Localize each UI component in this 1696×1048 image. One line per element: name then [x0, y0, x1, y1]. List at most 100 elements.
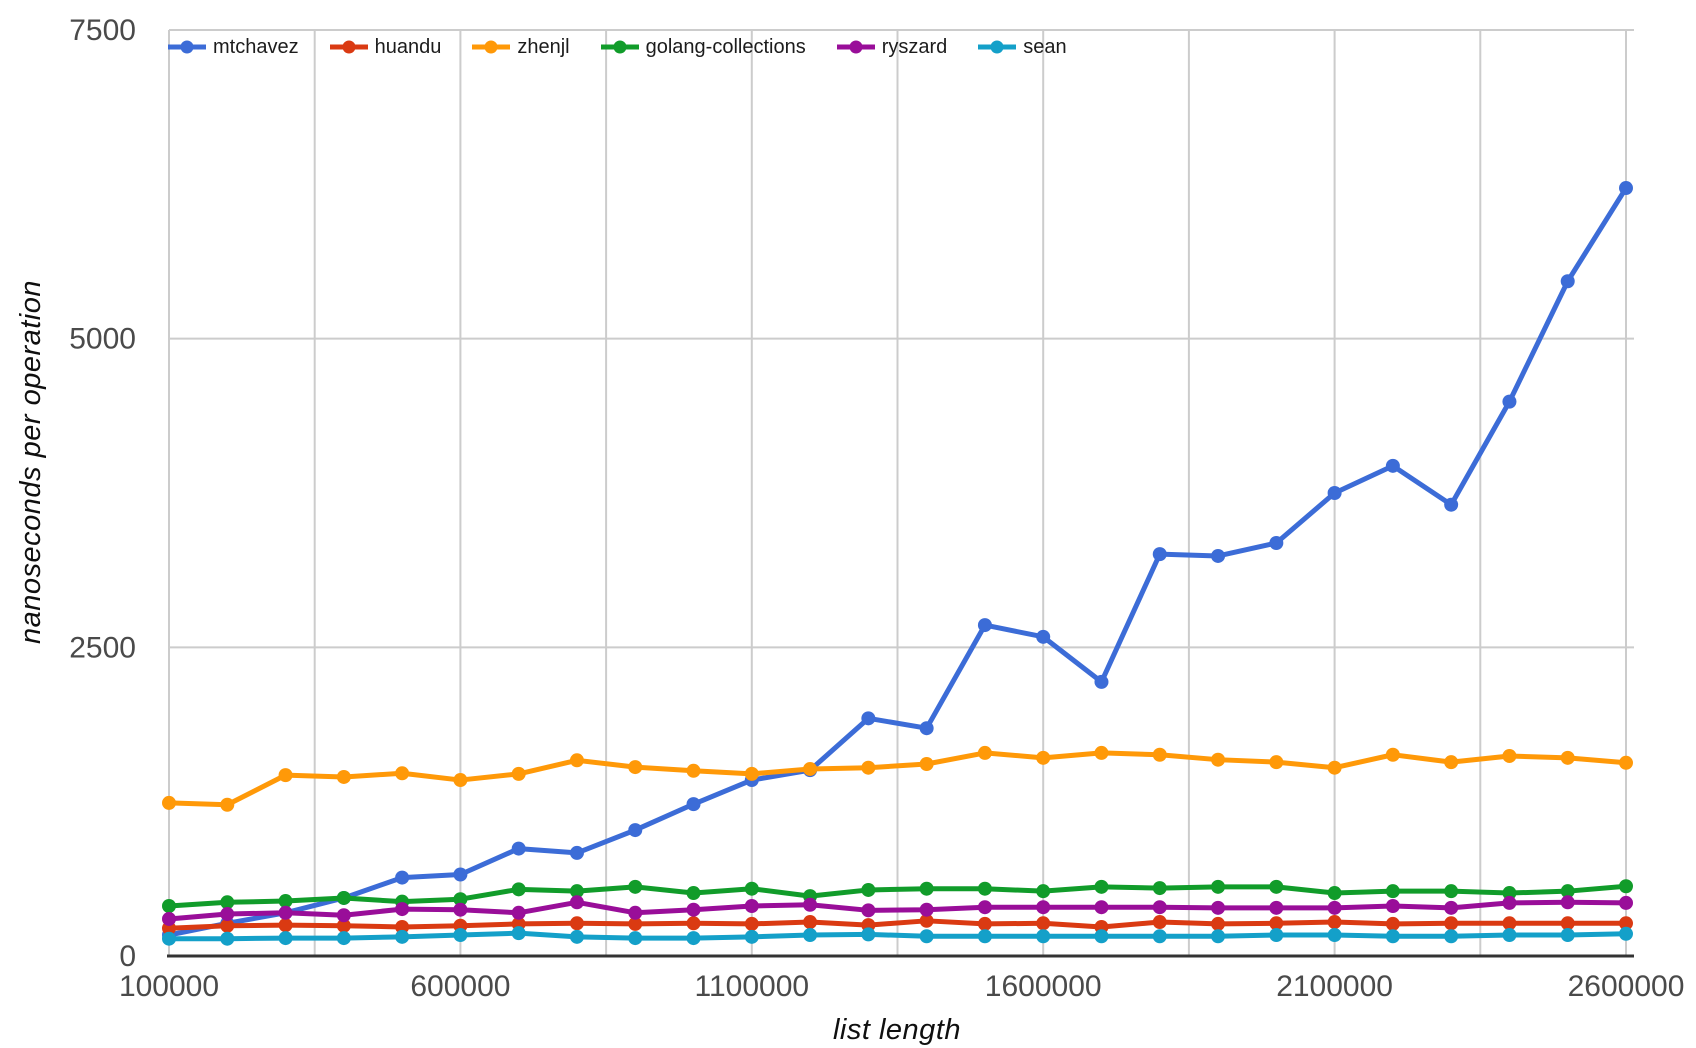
data-point-zhenjl [162, 795, 176, 810]
data-point-huandu [803, 915, 818, 930]
tick-labels-layer: 100000 600000 1100000 1600000 2100000 2600000… [69, 14, 1684, 1003]
data-point-sean [453, 928, 468, 943]
data-point-sean [278, 931, 293, 946]
series-line-huandu [166, 918, 1629, 931]
data-point-golang-collections [919, 881, 934, 896]
data-point-golang-collections [744, 881, 759, 896]
series-line-ryszard [166, 899, 1629, 922]
x-tick-label: 1600000 [985, 970, 1102, 1003]
series-mtchavez [162, 181, 1633, 943]
data-point-zhenjl [220, 797, 235, 812]
data-point-zhenjl [1502, 748, 1517, 763]
data-point-huandu [395, 919, 410, 934]
data-point-mtchavez [1327, 486, 1342, 500]
legend-item-label: zhenjl [517, 36, 570, 58]
data-point-sean [1036, 929, 1051, 944]
data-point-sean [569, 929, 584, 944]
data-point-huandu [1444, 916, 1459, 931]
data-point-ryszard [628, 905, 643, 920]
legend-item-golang-collections: golang-collections [600, 36, 806, 58]
legend-item-label: ryszard [881, 36, 948, 58]
data-point-sean [1152, 929, 1167, 944]
data-point-sean [162, 931, 176, 946]
x-axis-title: list length [833, 1014, 961, 1046]
data-point-golang-collections [1036, 884, 1051, 899]
x-tick-label: 2600000 [1568, 970, 1685, 1003]
legend-item-label: huandu [374, 36, 442, 58]
data-point-sean [220, 931, 235, 946]
data-point-huandu [569, 916, 584, 931]
data-point-mtchavez [1211, 548, 1226, 563]
data-point-huandu [686, 916, 701, 931]
series-line-mtchavez [166, 185, 1629, 938]
legend-item-sean: sean [978, 37, 1067, 57]
data-point-mtchavez [511, 841, 526, 856]
data-point-zhenjl [1094, 745, 1109, 760]
y-tick-label: 7500 [69, 14, 136, 47]
data-point-sean [336, 931, 351, 946]
data-point-ryszard [861, 903, 876, 918]
legend-marker-icon [329, 40, 368, 54]
data-point-golang-collections [453, 892, 468, 907]
data-point-zhenjl [977, 745, 992, 760]
data-point-ryszard [803, 897, 818, 912]
data-point-zhenjl [686, 763, 701, 778]
data-point-ryszard [1094, 900, 1109, 915]
data-point-ryszard [1444, 900, 1459, 915]
data-point-ryszard [1385, 898, 1400, 913]
data-point-sean [511, 926, 526, 941]
data-point-golang-collections [1385, 884, 1400, 899]
data-point-ryszard [1560, 895, 1575, 910]
data-point-mtchavez [453, 867, 468, 882]
x-tick-label: 100000 [119, 970, 219, 1003]
data-point-golang-collections [1444, 884, 1459, 899]
data-point-sean [1619, 926, 1633, 941]
data-point-huandu [278, 918, 293, 933]
data-point-ryszard [919, 902, 934, 917]
data-point-ryszard [1619, 895, 1633, 910]
data-point-ryszard [336, 908, 351, 923]
data-point-sean [1560, 928, 1575, 943]
data-point-zhenjl [1619, 755, 1633, 770]
data-point-golang-collections [1152, 881, 1167, 896]
data-point-mtchavez [628, 823, 643, 838]
data-point-golang-collections [686, 886, 701, 901]
data-point-golang-collections [569, 884, 584, 899]
data-point-zhenjl [336, 769, 351, 784]
data-point-golang-collections [861, 882, 876, 897]
data-point-mtchavez [977, 618, 992, 633]
data-point-zhenjl [1269, 755, 1284, 770]
data-point-ryszard [1269, 900, 1284, 915]
data-point-zhenjl [511, 766, 526, 781]
data-point-zhenjl [861, 760, 876, 775]
legend-item-label: golang-collections [645, 36, 806, 58]
data-point-golang-collections [511, 882, 526, 897]
series-line-sean [166, 930, 1629, 942]
data-point-golang-collections [162, 898, 176, 913]
data-point-zhenjl [453, 773, 468, 788]
data-point-golang-collections [977, 881, 992, 896]
data-point-golang-collections [1560, 884, 1575, 899]
data-point-zhenjl [1152, 747, 1167, 762]
x-tick-label: 2100000 [1276, 970, 1393, 1003]
data-point-huandu [744, 916, 759, 931]
data-point-mtchavez [569, 845, 584, 860]
data-point-huandu [336, 918, 351, 933]
data-point-ryszard [686, 902, 701, 917]
data-point-sean [803, 928, 818, 943]
data-point-mtchavez [1502, 394, 1517, 409]
y-tick-label: 0 [119, 940, 136, 973]
legend-item-zhenjl: zhenjl [472, 36, 570, 58]
data-point-sean [1211, 929, 1226, 944]
data-point-ryszard [1327, 900, 1342, 915]
data-point-golang-collections [1269, 879, 1284, 894]
legend-marker-icon [472, 40, 511, 54]
series-sean [162, 926, 1633, 946]
data-point-ryszard [977, 900, 992, 915]
data-point-ryszard [453, 902, 468, 917]
data-point-huandu [919, 913, 934, 928]
data-point-ryszard [569, 895, 584, 910]
data-point-ryszard [1211, 900, 1226, 915]
data-point-huandu [1502, 916, 1517, 931]
